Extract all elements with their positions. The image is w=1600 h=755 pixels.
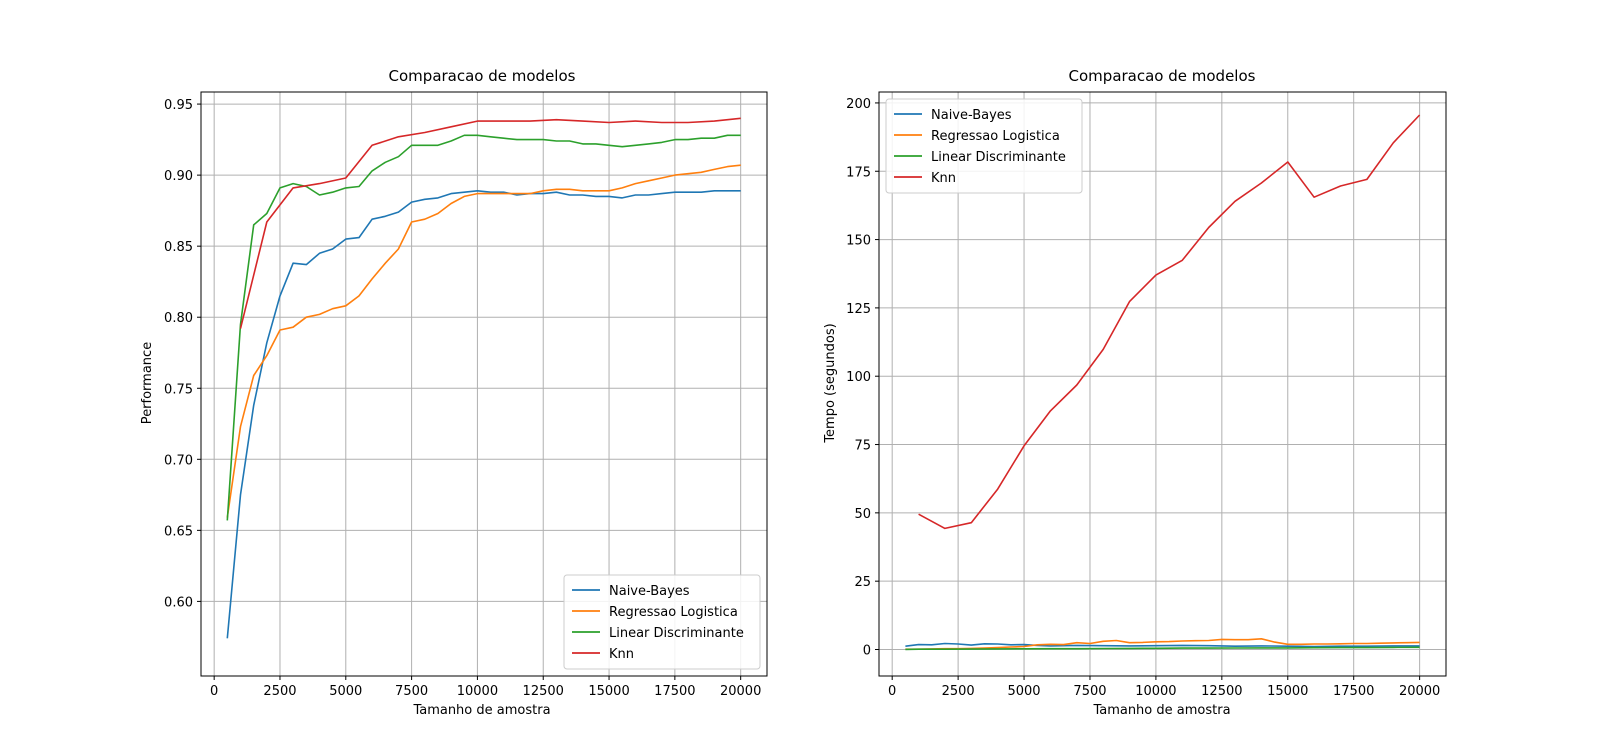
y-tick-label: 0.90: [164, 169, 193, 184]
series-group: [905, 114, 1421, 651]
series-line-regressao-logistica: [226, 164, 741, 518]
y-tick-label: 0.60: [164, 595, 193, 610]
y-tick-label: 150: [846, 234, 871, 249]
x-tick-label: 15000: [588, 684, 629, 699]
chart-title: Comparacao de modelos: [1069, 67, 1256, 85]
y-tick-label: 0.80: [164, 311, 193, 326]
x-tick-label: 10000: [457, 684, 498, 699]
y-tick-label: 50: [854, 507, 871, 522]
series-group: [226, 117, 741, 639]
series-line-linear-discriminante: [226, 134, 741, 521]
x-axis-label: Tamanho de amostra: [1092, 703, 1230, 718]
x-tick-label: 17500: [1333, 684, 1374, 699]
x-tick-label: 5000: [329, 684, 362, 699]
y-tick-label: 125: [846, 302, 871, 317]
x-tick-label: 15000: [1267, 684, 1308, 699]
chart-title: Comparacao de modelos: [389, 67, 576, 85]
series-line-knn: [918, 114, 1421, 530]
x-tick-label: 0: [888, 684, 896, 699]
plot-frame: [878, 91, 1447, 677]
x-tick-label: 0: [210, 684, 218, 699]
x-tick-label: 12500: [1201, 684, 1242, 699]
x-tick-label: 7500: [1073, 684, 1106, 699]
legend-label: Naive-Bayes: [609, 584, 690, 599]
y-tick-label: 75: [854, 439, 871, 454]
y-tick-label: 100: [846, 370, 871, 385]
series-line-knn: [239, 117, 741, 329]
series-line-linear-discriminante: [905, 646, 1420, 651]
y-tick-label: 0.95: [164, 98, 193, 113]
x-axis-label: Tamanho de amostra: [412, 703, 550, 718]
x-tick-label: 20000: [720, 684, 761, 699]
legend-label: Naive-Bayes: [931, 108, 1012, 123]
y-tick-label: 0.65: [164, 524, 193, 539]
y-tick-label: 0.85: [164, 240, 193, 255]
y-tick-label: 0.75: [164, 382, 193, 397]
series-line-regressao-logistica: [905, 637, 1420, 651]
legend-box: [885, 98, 1083, 194]
y-tick-label: 0: [863, 643, 871, 658]
legend-label: Linear Discriminante: [931, 150, 1066, 165]
x-tick-label: 17500: [654, 684, 695, 699]
x-tick-label: 20000: [1399, 684, 1440, 699]
y-tick-label: 175: [846, 165, 871, 180]
legend-label: Knn: [931, 171, 956, 186]
legend: Naive-Bayes Regressao Logistica Linear Dis…: [563, 574, 761, 670]
series-line-naive-bayes: [905, 642, 1420, 648]
x-tick-label: 7500: [395, 684, 428, 699]
time-chart: Comparacao de modelos Tamanho de amostra…: [823, 67, 1447, 718]
y-tick-label: 25: [854, 575, 871, 590]
plot-frame: [200, 91, 768, 677]
performance-chart: Comparacao de modelos Tamanho de amostra…: [140, 67, 768, 718]
plot-area: [878, 91, 1447, 677]
y-axis-label: Tempo (segundos): [823, 323, 838, 443]
x-tick-label: 2500: [263, 684, 296, 699]
legend-label: Knn: [609, 647, 634, 662]
x-tick-label: 12500: [523, 684, 564, 699]
legend-label: Regressao Logistica: [931, 129, 1060, 144]
legend-label: Regressao Logistica: [609, 605, 738, 620]
y-axis-label: Performance: [140, 342, 155, 424]
x-tick-label: 10000: [1135, 684, 1176, 699]
x-tick-label: 5000: [1007, 684, 1040, 699]
y-tick-label: 200: [846, 97, 871, 112]
legend: Naive-Bayes Regressao Logistica Linear Dis…: [885, 98, 1083, 194]
series-line-naive-bayes: [226, 190, 741, 639]
x-tick-label: 2500: [942, 684, 975, 699]
y-tick-label: 0.70: [164, 453, 193, 468]
legend-label: Linear Discriminante: [609, 626, 744, 641]
legend-box: [563, 574, 761, 670]
